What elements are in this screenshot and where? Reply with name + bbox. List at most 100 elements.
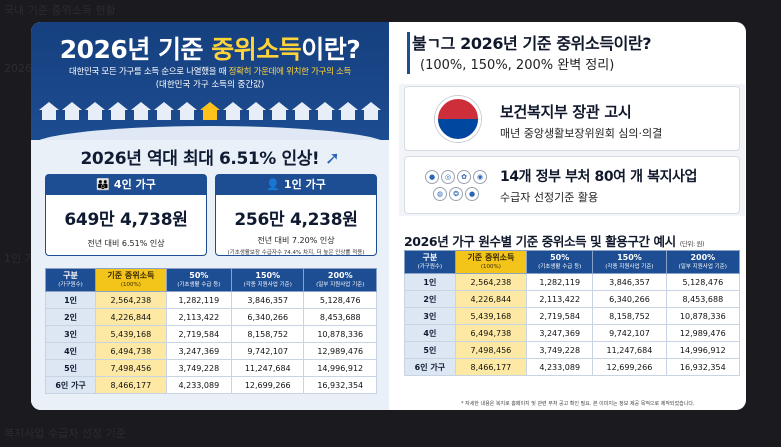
table-cell: 12,699,266 xyxy=(592,358,667,376)
column-header-sublabel: (가구원수) xyxy=(417,264,443,270)
table-cell: 4,226,844 xyxy=(454,290,528,308)
programs-subtitle: 수급자 선정기준 활용 xyxy=(500,191,599,204)
table-cell: 2,113,422 xyxy=(165,308,233,326)
box-1-note: 전년 대비 7.20% 인상 xyxy=(257,236,335,245)
right-title: 불ㄱ그 2026년 기준 중위소득이란? xyxy=(412,34,652,53)
house-icon xyxy=(154,102,174,120)
house-icon xyxy=(338,102,358,120)
table-cell: 1,282,119 xyxy=(165,291,233,309)
house-icon xyxy=(131,102,151,120)
box-4-amount: 649만 4,738원 xyxy=(64,210,188,230)
column-header-label: 150% xyxy=(255,271,281,280)
table-cell: 12,989,476 xyxy=(303,342,377,360)
table-cell: 3,846,357 xyxy=(592,273,667,291)
table-cell: 9,742,107 xyxy=(592,324,667,342)
column-header-sublabel: (100%) xyxy=(480,264,501,270)
column-header-label: 50% xyxy=(189,271,209,280)
column-header: 50% (기초생활 수급 등) xyxy=(526,250,594,274)
background-fragment: 복지사업 수급자 선정 기준 xyxy=(4,427,126,440)
table-cell: 8,466,177 xyxy=(95,376,167,394)
row-label: 1인 xyxy=(404,273,456,291)
house-icon xyxy=(223,102,243,120)
row-label: 3인 xyxy=(404,307,456,325)
footnote: * 자세한 내용은 복지로 홈페이지 및 관련 부처 공고 확인 필요. 본 이… xyxy=(461,401,695,407)
table-cell: 8,453,688 xyxy=(665,290,741,308)
table-cell: 9,742,107 xyxy=(230,342,305,360)
table-cell: 10,878,336 xyxy=(665,307,741,325)
table-cell: 8,466,177 xyxy=(454,358,528,376)
table-row: 4인 6,494,738 3,247,369 9,742,107 12,989,476 xyxy=(44,342,377,360)
houses-row xyxy=(37,96,383,126)
box-1-header: 👤 1인 가구 xyxy=(216,175,376,195)
median-income-table-left: 구분 (가구원수) 기준 중위소득 (100%) 50% (기초생활 수급 등) 150% (… xyxy=(44,268,377,394)
column-header: 50% (기초생활 수급 등) xyxy=(165,268,233,292)
row-label: 6인 가구 xyxy=(404,358,456,376)
median-income-table-right: 구분 (가구원수) 기준 중위소득 (100%) 50% (기초생활 수급 등) 150% (… xyxy=(404,250,741,376)
table-cell: 2,113,422 xyxy=(526,290,594,308)
box-1-note-2: (기초생활보장 수급자수 74.4% 차지, 더 높은 인상률 적용) xyxy=(227,250,365,256)
house-icon xyxy=(108,102,128,120)
table-cell: 5,128,476 xyxy=(665,273,741,291)
column-header: 200% (일부 지원사업 기준) xyxy=(303,268,377,292)
column-header-sublabel: (100%) xyxy=(120,282,141,288)
box-4-person: 👪 4인 가구 649만 4,738원 전년 대비 6.51% 인상 xyxy=(45,174,207,256)
table-cell: 5,439,168 xyxy=(95,325,167,343)
table-row: 2인 4,226,844 2,113,422 6,340,266 8,453,688 xyxy=(44,308,377,326)
ministry-emblems: ● ◎ ✿ ◉ ◍ ❂ ● xyxy=(425,168,491,206)
table-cell: 8,158,752 xyxy=(592,307,667,325)
row-label: 5인 xyxy=(44,359,97,377)
box-4-header: 👪 4인 가구 xyxy=(46,175,206,195)
ministry-box: 보건복지부 장관 고시 매년 중앙생활보장위원회 심의·의결 xyxy=(404,86,740,151)
column-header: 150% (각종 지원사업 기준) xyxy=(230,268,305,292)
table-cell: 2,564,238 xyxy=(454,273,528,291)
column-header-label: 구분 xyxy=(422,253,438,262)
column-header-label: 기준 중위소득 xyxy=(467,253,515,262)
house-icon xyxy=(315,102,335,120)
table-cell: 7,498,456 xyxy=(95,359,167,377)
government-emblem-icon xyxy=(435,96,481,142)
table-row: 3인 5,439,168 2,719,584 8,158,752 10,878,336 xyxy=(44,325,377,343)
column-header-label: 200% xyxy=(327,271,353,280)
table-cell: 4,226,844 xyxy=(95,308,167,326)
column-header: 200% (일부 지원사업 기준) xyxy=(665,250,741,274)
column-header: 150% (각종 지원사업 기준) xyxy=(592,250,667,274)
title-highlight: 중위소득 xyxy=(211,35,302,64)
table-cell: 6,494,738 xyxy=(454,324,528,342)
table-row: 2인 4,226,844 2,113,422 6,340,266 8,453,688 xyxy=(404,290,741,308)
programs-box: ● ◎ ✿ ◉ ◍ ❂ ● 14개 정부 부처 80여 개 복지사업 수급자 선… xyxy=(404,156,740,214)
table-cell: 6,340,266 xyxy=(592,290,667,308)
table-cell: 14,996,912 xyxy=(665,341,741,359)
column-header-label: 50% xyxy=(550,253,570,262)
house-icon xyxy=(361,102,381,120)
box-4-note: 전년 대비 6.51% 인상 xyxy=(87,239,165,248)
table-cell: 4,233,089 xyxy=(165,376,233,394)
background-fragment: 국내 기준 중위소득 현황 xyxy=(4,4,116,17)
subtitle-highlight: 정확히 가운데에 위치한 가구의 소득 xyxy=(228,67,352,77)
up-arrow-icon: ➚ xyxy=(324,148,340,169)
table-unit: (단위: 원) xyxy=(679,240,705,248)
house-icon xyxy=(269,102,289,120)
title-end: 이란? xyxy=(301,35,361,64)
house-icon xyxy=(85,102,105,120)
column-header: 기준 중위소득 (100%) xyxy=(95,268,167,292)
house-icon xyxy=(177,102,197,120)
title-year: 2026년 기준 xyxy=(59,35,212,64)
table-cell: 8,453,688 xyxy=(303,308,377,326)
table-header-row: 구분 (가구원수) 기준 중위소득 (100%) 50% (기초생활 수급 등) 150% (… xyxy=(44,268,377,292)
column-header-label: 기준 중위소득 xyxy=(107,271,155,280)
table-cell: 3,247,369 xyxy=(526,324,594,342)
column-header-sublabel: (일부 지원사업 기준) xyxy=(678,264,727,270)
title-accent-bar xyxy=(407,32,410,74)
table-cell: 6,340,266 xyxy=(230,308,305,326)
table-cell: 8,158,752 xyxy=(230,325,305,343)
table-cell: 10,878,336 xyxy=(303,325,377,343)
table-cell: 11,247,684 xyxy=(592,341,667,359)
left-title: 2026년 기준 중위소득이란? xyxy=(31,30,389,66)
column-header: 구분 (가구원수) xyxy=(44,268,97,292)
table-cell: 14,996,912 xyxy=(303,359,377,377)
table-cell: 3,247,369 xyxy=(165,342,233,360)
column-header: 구분 (가구원수) xyxy=(404,250,456,274)
column-header-sublabel: (각종 지원사업 기준) xyxy=(605,264,654,270)
emblem-icon: ❂ xyxy=(449,187,463,201)
house-icon xyxy=(292,102,312,120)
